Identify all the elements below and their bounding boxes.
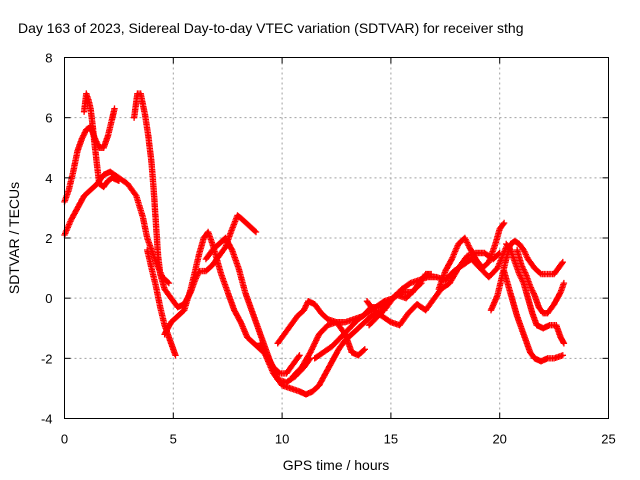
- series-markers: [365, 270, 435, 329]
- series-markers: [435, 219, 508, 293]
- data-series: [363, 249, 503, 329]
- y-tick-label: 8: [45, 51, 52, 66]
- series-markers: [513, 246, 568, 317]
- data-series: [503, 240, 568, 347]
- axis-ticks: 0 5 10 15 20 25 -4 -2 0 2 4 6 8: [41, 51, 616, 447]
- y-tick-label: -2: [41, 351, 53, 366]
- data-series: [130, 90, 260, 311]
- series-markers: [80, 90, 123, 191]
- y-axis-label: SDTVAR / TECUs: [6, 182, 22, 294]
- data-series: [435, 219, 508, 293]
- plot-area: [61, 90, 568, 398]
- series-markers: [311, 243, 510, 362]
- series-markers: [363, 249, 503, 329]
- x-tick-label: 25: [601, 432, 615, 447]
- data-series: [500, 267, 566, 365]
- y-tick-label: 2: [45, 231, 52, 246]
- series-markers: [500, 267, 566, 365]
- x-tick-label: 20: [492, 432, 506, 447]
- y-tick-label: 0: [45, 291, 52, 306]
- y-tick-label: 4: [45, 171, 52, 186]
- data-series: [365, 270, 435, 329]
- series-markers: [257, 307, 388, 398]
- x-tick-label: 15: [384, 432, 398, 447]
- data-series: [513, 246, 568, 317]
- x-axis-label: GPS time / hours: [283, 457, 390, 473]
- chart-title: Day 163 of 2023, Sidereal Day-to-day VTE…: [18, 20, 524, 36]
- data-series: [257, 307, 388, 398]
- x-tick-label: 5: [170, 432, 177, 447]
- x-tick-label: 0: [61, 432, 68, 447]
- data-series: [311, 243, 510, 362]
- y-tick-label: 6: [45, 111, 52, 126]
- y-tick-label: -4: [41, 412, 53, 427]
- series-markers: [503, 240, 568, 347]
- series-markers: [144, 246, 179, 359]
- data-series: [144, 246, 179, 359]
- data-series: [80, 90, 123, 191]
- x-tick-label: 10: [275, 432, 289, 447]
